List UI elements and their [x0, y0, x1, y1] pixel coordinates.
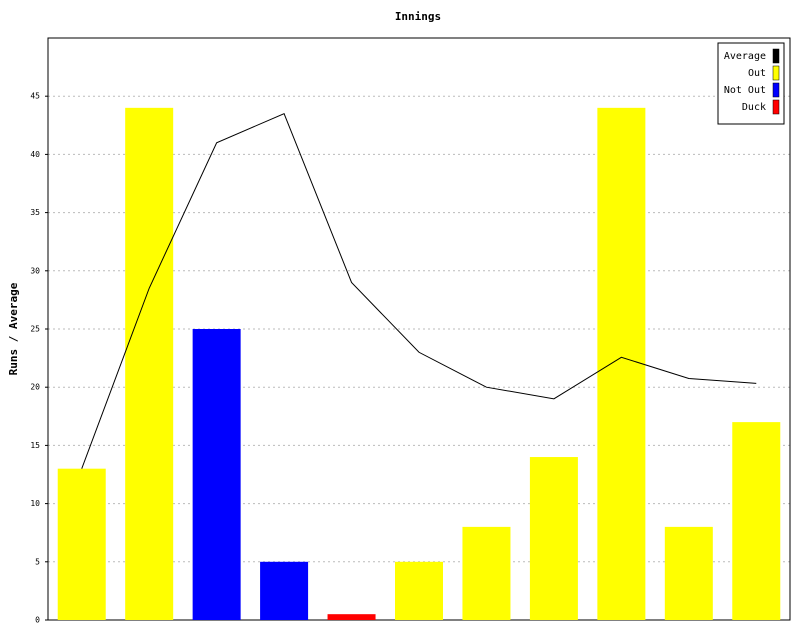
legend-swatch — [772, 99, 780, 115]
y-tick-label: 40 — [30, 150, 40, 159]
legend-swatch — [772, 48, 780, 64]
legend-label: Out — [748, 68, 766, 79]
average-line — [81, 112, 757, 469]
y-tick-label: 15 — [30, 441, 40, 450]
legend-label: Duck — [742, 102, 766, 113]
bar — [462, 526, 511, 620]
bar — [597, 107, 646, 621]
bar — [125, 107, 174, 621]
y-tick-label: 0 — [35, 616, 40, 625]
bar — [57, 468, 106, 620]
bar — [732, 422, 781, 620]
y-tick-label: 30 — [30, 266, 40, 275]
bar — [192, 329, 241, 620]
y-tick-label: 5 — [35, 557, 40, 566]
legend-label: Not Out — [724, 85, 766, 96]
legend-swatch — [772, 82, 780, 98]
bar — [395, 561, 443, 620]
legend-label: Average — [724, 51, 766, 62]
bar — [529, 457, 578, 620]
bar — [327, 614, 376, 620]
y-tick-label: 35 — [30, 208, 40, 217]
legend-swatch — [772, 65, 780, 81]
bar — [664, 526, 713, 620]
y-tick-label: 25 — [30, 325, 40, 334]
y-tick-label: 45 — [30, 92, 40, 101]
y-axis-label: Runs / Average — [7, 282, 20, 375]
bar — [260, 561, 309, 620]
y-tick-label: 20 — [30, 383, 40, 392]
chart-title: Innings — [395, 10, 441, 23]
y-tick-label: 10 — [30, 499, 40, 508]
